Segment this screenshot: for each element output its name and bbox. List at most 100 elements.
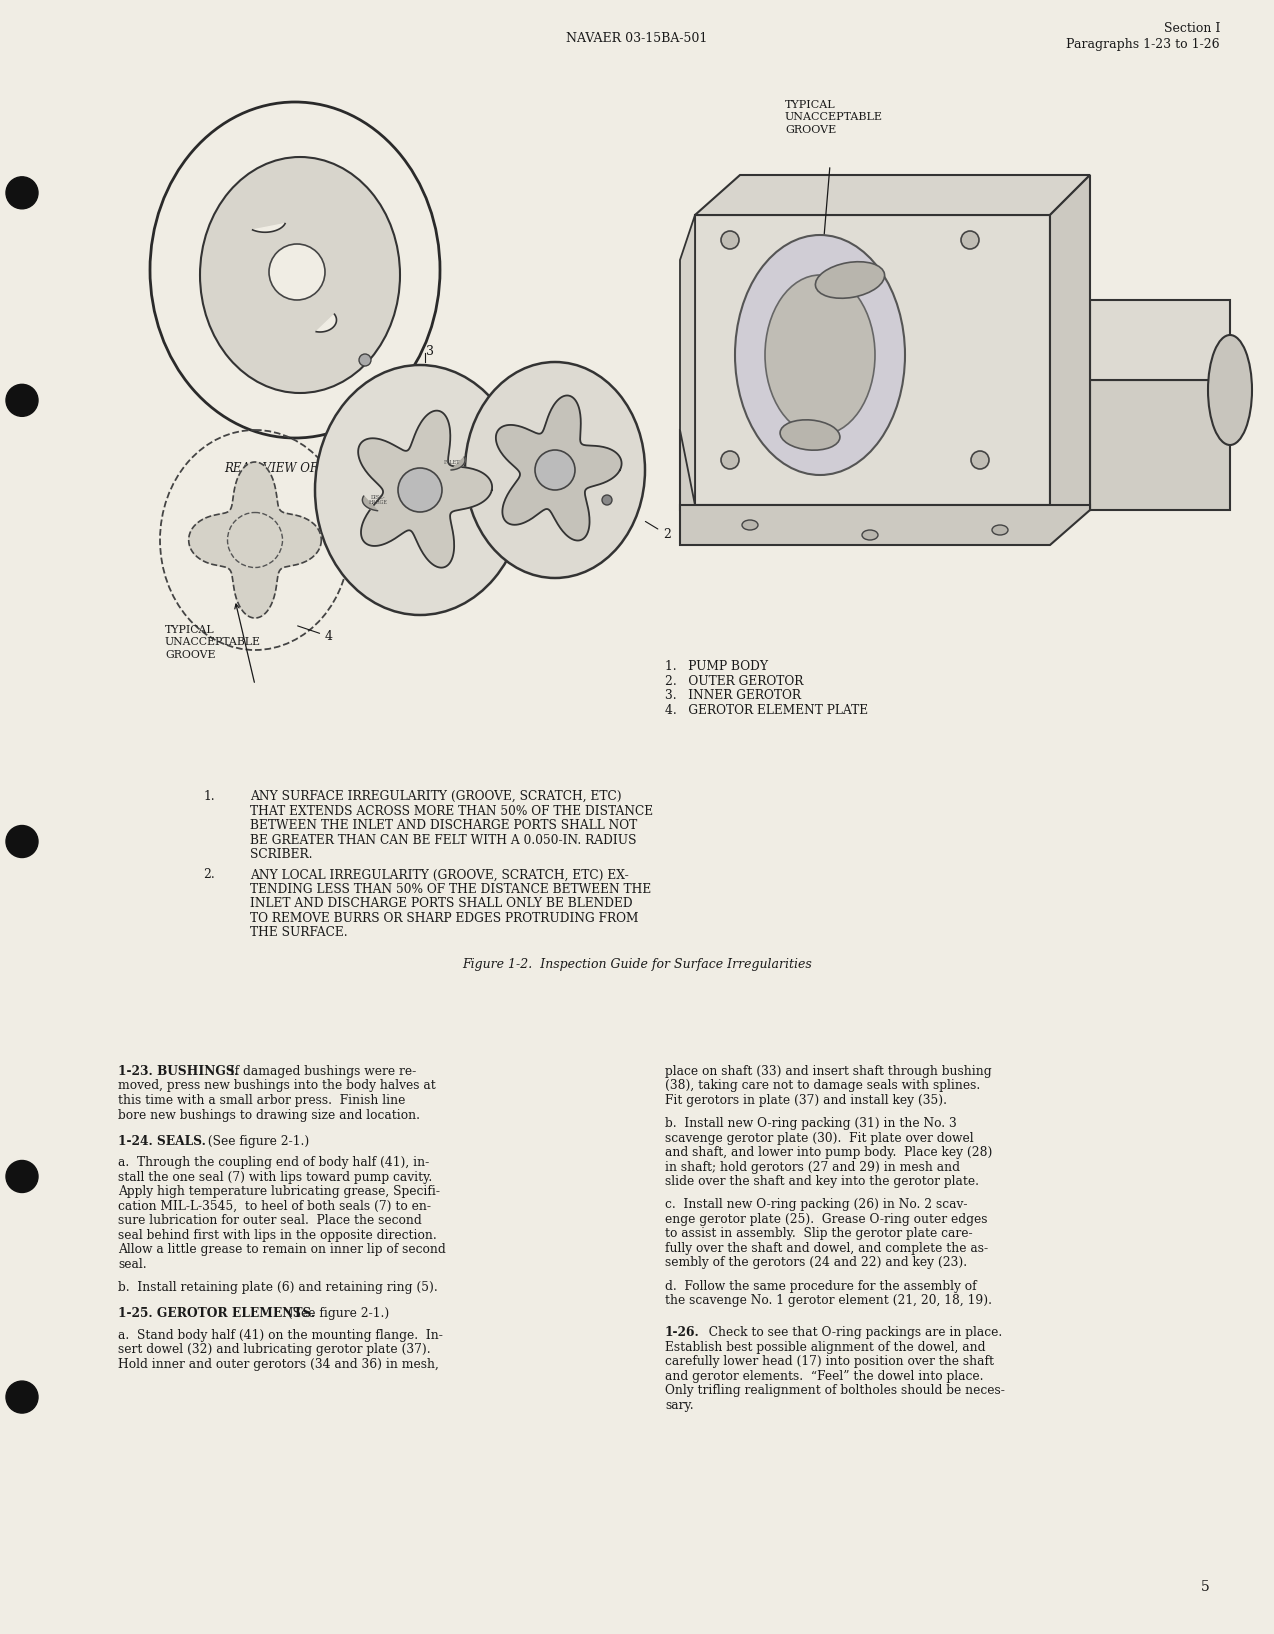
Text: SCRIBER.: SCRIBER. bbox=[250, 848, 312, 861]
Text: TYPICAL
UNACCEPTABLE
GROOVE: TYPICAL UNACCEPTABLE GROOVE bbox=[785, 100, 883, 134]
Text: cation MIL-L-3545,  to heel of both seals (7) to en-: cation MIL-L-3545, to heel of both seals… bbox=[118, 1199, 431, 1212]
Polygon shape bbox=[316, 314, 336, 332]
Text: TYPICAL
UNACCEPTABLE
GROOVE: TYPICAL UNACCEPTABLE GROOVE bbox=[166, 624, 261, 660]
Text: 5: 5 bbox=[1201, 1580, 1210, 1595]
Text: and gerotor elements.  “Feel” the dowel into place.: and gerotor elements. “Feel” the dowel i… bbox=[665, 1369, 984, 1382]
Circle shape bbox=[6, 176, 38, 209]
Text: 1-25. GEROTOR ELEMENTS.: 1-25. GEROTOR ELEMENTS. bbox=[118, 1307, 315, 1320]
Text: THE SURFACE.: THE SURFACE. bbox=[250, 926, 348, 940]
Ellipse shape bbox=[721, 451, 739, 469]
Text: Paragraphs 1-23 to 1-26: Paragraphs 1-23 to 1-26 bbox=[1066, 38, 1220, 51]
Text: this time with a small arbor press.  Finish line: this time with a small arbor press. Fini… bbox=[118, 1095, 405, 1106]
Polygon shape bbox=[680, 505, 1091, 546]
Ellipse shape bbox=[862, 529, 878, 539]
Text: 2.: 2. bbox=[204, 868, 215, 881]
Polygon shape bbox=[1091, 301, 1229, 381]
Text: (See figure 2-1.): (See figure 2-1.) bbox=[280, 1307, 390, 1320]
Ellipse shape bbox=[150, 101, 440, 438]
Ellipse shape bbox=[721, 230, 739, 248]
Text: NAVAER 03-15BA-501: NAVAER 03-15BA-501 bbox=[567, 33, 707, 46]
Text: b.  Install retaining plate (6) and retaining ring (5).: b. Install retaining plate (6) and retai… bbox=[118, 1281, 438, 1294]
Text: Allow a little grease to remain on inner lip of second: Allow a little grease to remain on inner… bbox=[118, 1243, 446, 1257]
Text: 2: 2 bbox=[646, 521, 671, 541]
Text: TO REMOVE BURRS OR SHARP EDGES PROTRUDING FROM: TO REMOVE BURRS OR SHARP EDGES PROTRUDIN… bbox=[250, 912, 638, 925]
Ellipse shape bbox=[971, 451, 989, 469]
Text: seal behind first with lips in the opposite direction.: seal behind first with lips in the oppos… bbox=[118, 1229, 437, 1242]
Text: enge gerotor plate (25).  Grease O-ring outer edges: enge gerotor plate (25). Grease O-ring o… bbox=[665, 1212, 987, 1226]
Text: 1-26.: 1-26. bbox=[665, 1327, 699, 1338]
Text: bore new bushings to drawing size and location.: bore new bushings to drawing size and lo… bbox=[118, 1108, 420, 1121]
Text: sary.: sary. bbox=[665, 1399, 693, 1412]
Text: seal.: seal. bbox=[118, 1258, 147, 1271]
Ellipse shape bbox=[359, 355, 371, 366]
Text: (See figure 2-1.): (See figure 2-1.) bbox=[200, 1134, 310, 1147]
Text: 1-24. SEALS.: 1-24. SEALS. bbox=[118, 1134, 206, 1147]
Text: b.  Install new O-ring packing (31) in the No. 3: b. Install new O-ring packing (31) in th… bbox=[665, 1118, 957, 1131]
Polygon shape bbox=[451, 458, 465, 471]
Text: and shaft, and lower into pump body.  Place key (28): and shaft, and lower into pump body. Pla… bbox=[665, 1145, 992, 1159]
Text: REAR VIEW OF ITEM 4: REAR VIEW OF ITEM 4 bbox=[224, 462, 366, 475]
Polygon shape bbox=[362, 497, 377, 511]
Polygon shape bbox=[696, 216, 1050, 505]
Text: Only trifling realignment of boltholes should be neces-: Only trifling realignment of boltholes s… bbox=[665, 1384, 1005, 1397]
Text: 1.: 1. bbox=[204, 789, 215, 802]
Text: sembly of the gerotors (24 and 22) and key (23).: sembly of the gerotors (24 and 22) and k… bbox=[665, 1257, 967, 1270]
Text: Check to see that O-ring packings are in place.: Check to see that O-ring packings are in… bbox=[701, 1327, 1003, 1338]
Text: 4.   GEROTOR ELEMENT PLATE: 4. GEROTOR ELEMENT PLATE bbox=[665, 704, 868, 716]
Polygon shape bbox=[252, 224, 285, 232]
Ellipse shape bbox=[535, 449, 575, 490]
Text: Section I: Section I bbox=[1163, 21, 1220, 34]
Ellipse shape bbox=[200, 157, 400, 394]
Ellipse shape bbox=[603, 495, 612, 505]
Text: c.  Install new O-ring packing (26) in No. 2 scav-: c. Install new O-ring packing (26) in No… bbox=[665, 1198, 967, 1211]
Text: in shaft; hold gerotors (27 and 29) in mesh and: in shaft; hold gerotors (27 and 29) in m… bbox=[665, 1160, 961, 1173]
Text: Fit gerotors in plate (37) and install key (35).: Fit gerotors in plate (37) and install k… bbox=[665, 1095, 947, 1106]
Text: stall the one seal (7) with lips toward pump cavity.: stall the one seal (7) with lips toward … bbox=[118, 1172, 432, 1185]
Ellipse shape bbox=[315, 364, 525, 614]
Ellipse shape bbox=[961, 230, 978, 248]
Circle shape bbox=[6, 1160, 38, 1193]
Text: INLET: INLET bbox=[443, 459, 460, 464]
Circle shape bbox=[6, 384, 38, 417]
Circle shape bbox=[6, 1381, 38, 1413]
Ellipse shape bbox=[741, 520, 758, 529]
Text: to assist in assembly.  Slip the gerotor plate care-: to assist in assembly. Slip the gerotor … bbox=[665, 1227, 972, 1240]
Ellipse shape bbox=[1208, 335, 1252, 444]
Text: 1: 1 bbox=[1012, 507, 1033, 538]
Text: scavenge gerotor plate (30).  Fit plate over dowel: scavenge gerotor plate (30). Fit plate o… bbox=[665, 1132, 973, 1145]
Text: Figure 1-2.  Inspection Guide for Surface Irregularities: Figure 1-2. Inspection Guide for Surface… bbox=[462, 958, 812, 971]
Ellipse shape bbox=[780, 420, 840, 451]
Text: a.  Stand body half (41) on the mounting flange.  In-: a. Stand body half (41) on the mounting … bbox=[118, 1328, 443, 1342]
Text: 4: 4 bbox=[298, 626, 333, 644]
Text: the scavenge No. 1 gerotor element (21, 20, 18, 19).: the scavenge No. 1 gerotor element (21, … bbox=[665, 1294, 992, 1307]
Ellipse shape bbox=[269, 243, 325, 301]
Ellipse shape bbox=[735, 235, 905, 475]
Text: a.  Through the coupling end of body half (41), in-: a. Through the coupling end of body half… bbox=[118, 1157, 429, 1170]
Text: 3.   INNER GEROTOR: 3. INNER GEROTOR bbox=[665, 690, 801, 703]
Text: moved, press new bushings into the body halves at: moved, press new bushings into the body … bbox=[118, 1080, 436, 1093]
Polygon shape bbox=[696, 175, 1091, 216]
Polygon shape bbox=[189, 462, 321, 618]
Ellipse shape bbox=[815, 261, 884, 299]
Text: Hold inner and outer gerotors (34 and 36) in mesh,: Hold inner and outer gerotors (34 and 36… bbox=[118, 1358, 438, 1371]
Text: d.  Follow the same procedure for the assembly of: d. Follow the same procedure for the ass… bbox=[665, 1279, 977, 1292]
Text: carefully lower head (17) into position over the shaft: carefully lower head (17) into position … bbox=[665, 1355, 994, 1368]
Text: BE GREATER THAN CAN BE FELT WITH A 0.050-IN. RADIUS: BE GREATER THAN CAN BE FELT WITH A 0.050… bbox=[250, 833, 637, 846]
Ellipse shape bbox=[465, 363, 645, 578]
Polygon shape bbox=[1091, 381, 1229, 510]
Polygon shape bbox=[680, 216, 696, 505]
Text: INLET AND DISCHARGE PORTS SHALL ONLY BE BLENDED: INLET AND DISCHARGE PORTS SHALL ONLY BE … bbox=[250, 897, 633, 910]
Text: 3: 3 bbox=[426, 345, 434, 358]
Ellipse shape bbox=[764, 275, 875, 435]
Polygon shape bbox=[680, 430, 1050, 510]
Text: sure lubrication for outer seal.  Place the second: sure lubrication for outer seal. Place t… bbox=[118, 1214, 422, 1227]
Text: ANY SURFACE IRREGULARITY (GROOVE, SCRATCH, ETC): ANY SURFACE IRREGULARITY (GROOVE, SCRATC… bbox=[250, 789, 622, 802]
Text: 1-23. BUSHINGS.: 1-23. BUSHINGS. bbox=[118, 1065, 238, 1078]
Text: ANY LOCAL IRREGULARITY (GROOVE, SCRATCH, ETC) EX-: ANY LOCAL IRREGULARITY (GROOVE, SCRATCH,… bbox=[250, 868, 629, 881]
Text: Apply high temperature lubricating grease, Specifi-: Apply high temperature lubricating greas… bbox=[118, 1185, 440, 1198]
Circle shape bbox=[6, 825, 38, 858]
Text: fully over the shaft and dowel, and complete the as-: fully over the shaft and dowel, and comp… bbox=[665, 1242, 989, 1255]
Text: slide over the shaft and key into the gerotor plate.: slide over the shaft and key into the ge… bbox=[665, 1175, 978, 1188]
Polygon shape bbox=[1050, 175, 1091, 510]
Text: 1.   PUMP BODY: 1. PUMP BODY bbox=[665, 660, 768, 673]
